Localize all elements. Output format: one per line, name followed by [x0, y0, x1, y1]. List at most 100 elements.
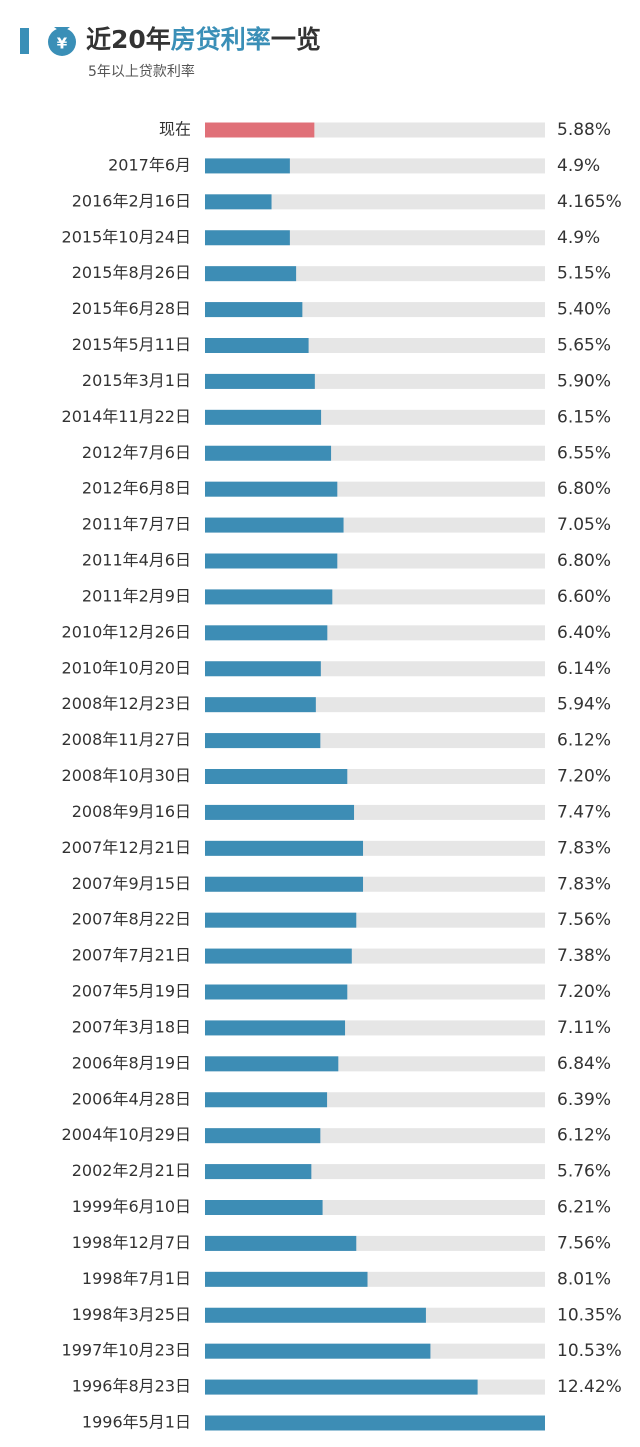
- category-label: 2016年2月16日: [72, 191, 191, 210]
- value-label: 6.39%: [557, 1090, 611, 1110]
- category-label: 2002年2月21日: [72, 1161, 191, 1180]
- bar: [205, 553, 338, 569]
- value-label: 10.35%: [557, 1305, 622, 1325]
- title-segment: 近20年: [86, 25, 171, 54]
- bar-track: [205, 158, 545, 174]
- value-label: 6.60%: [557, 587, 611, 607]
- value-label: 6.80%: [557, 479, 611, 499]
- value-label: 6.84%: [557, 1054, 611, 1074]
- category-label: 2007年8月22日: [72, 910, 191, 929]
- bar: [205, 445, 332, 461]
- category-label: 2011年4月6日: [82, 551, 191, 570]
- category-label: 2015年10月24日: [62, 227, 191, 246]
- category-label: 2017年6月: [108, 155, 191, 174]
- category-label: 2006年4月28日: [72, 1089, 191, 1108]
- bar: [205, 1415, 545, 1431]
- bar: [205, 912, 357, 928]
- category-label: 1999年6月10日: [72, 1197, 191, 1216]
- value-label: 6.12%: [557, 731, 611, 751]
- value-label: 7.20%: [557, 767, 611, 787]
- bar: [205, 1235, 357, 1251]
- bar: [205, 481, 338, 497]
- category-label: 2008年12月23日: [62, 694, 191, 713]
- value-label: 5.76%: [557, 1162, 611, 1182]
- bar: [205, 230, 290, 246]
- bar: [205, 733, 321, 749]
- svg-text:¥: ¥: [57, 35, 68, 53]
- category-label: 2007年3月18日: [72, 1017, 191, 1036]
- value-label: 5.15%: [557, 264, 611, 284]
- bar: [205, 1056, 339, 1072]
- bar-track: [205, 230, 545, 246]
- category-label: 2012年7月6日: [82, 443, 191, 462]
- category-label: 1996年5月1日: [82, 1413, 191, 1432]
- category-label: 2006年8月19日: [72, 1053, 191, 1072]
- category-label: 2007年5月19日: [72, 982, 191, 1001]
- value-label: 5.65%: [557, 336, 611, 356]
- category-label: 1996年8月23日: [72, 1377, 191, 1396]
- bar: [205, 409, 322, 425]
- value-label: 4.165%: [557, 192, 622, 212]
- value-label: 12.42%: [557, 1377, 622, 1397]
- bar: [205, 1128, 321, 1144]
- bar: [205, 661, 321, 677]
- category-label: 2007年7月21日: [72, 946, 191, 965]
- bar: [205, 589, 333, 605]
- category-label: 2015年5月11日: [72, 335, 191, 354]
- chart-subtitle: 5年以上贷款利率: [88, 63, 195, 80]
- bar: [205, 697, 316, 713]
- value-label: 7.05%: [557, 515, 611, 535]
- category-label: 2015年6月28日: [72, 299, 191, 318]
- category-label: 2004年10月29日: [62, 1125, 191, 1144]
- bar: [205, 948, 352, 964]
- chart-title: 近20年房贷利率一览: [86, 25, 321, 54]
- value-label: 7.47%: [557, 802, 611, 822]
- value-label: 6.80%: [557, 551, 611, 571]
- title-accent: [20, 28, 29, 54]
- category-label: 1997年10月23日: [62, 1341, 191, 1360]
- category-label: 2007年9月15日: [72, 874, 191, 893]
- value-label: 6.55%: [557, 443, 611, 463]
- bar: [205, 984, 348, 1000]
- category-label: 2011年7月7日: [82, 515, 191, 534]
- category-label: 2008年11月27日: [62, 730, 191, 749]
- value-label: 10.53%: [557, 1341, 622, 1361]
- value-label: 6.15%: [557, 407, 611, 427]
- bar: [205, 158, 290, 174]
- bar: [205, 625, 328, 641]
- bar: [205, 338, 309, 353]
- value-label: 8.01%: [557, 1269, 611, 1289]
- bar: [205, 302, 303, 318]
- category-label: 2010年12月26日: [62, 622, 191, 641]
- category-label: 2015年3月1日: [82, 371, 191, 390]
- bar: [205, 1200, 323, 1215]
- category-label: 2015年8月26日: [72, 263, 191, 282]
- value-label: 7.11%: [557, 1018, 611, 1038]
- value-label: 7.56%: [557, 1233, 611, 1253]
- bar: [205, 1020, 346, 1036]
- category-label: 2008年9月16日: [72, 802, 191, 821]
- value-label: 7.56%: [557, 910, 611, 930]
- category-label: 2012年6月8日: [82, 479, 191, 498]
- bar: [205, 194, 272, 210]
- title-segment: 一览: [271, 25, 321, 54]
- value-label: 7.20%: [557, 982, 611, 1002]
- value-label: 5.90%: [557, 371, 611, 391]
- bar: [205, 1164, 312, 1180]
- category-label: 2008年10月30日: [62, 766, 191, 785]
- bar: [205, 266, 297, 282]
- title-segment: 房贷利率: [171, 25, 271, 54]
- bar: [205, 122, 315, 138]
- bar: [205, 769, 348, 784]
- value-label: 4.9%: [557, 156, 600, 176]
- bar: [205, 1343, 431, 1359]
- value-label: 6.21%: [557, 1198, 611, 1218]
- value-label: 7.83%: [557, 838, 611, 858]
- value-label: 7.83%: [557, 874, 611, 894]
- value-label: 5.94%: [557, 695, 611, 715]
- category-label: 1998年7月1日: [82, 1269, 191, 1288]
- category-label: 2007年12月21日: [62, 838, 191, 857]
- bar: [205, 840, 364, 856]
- value-label: 7.38%: [557, 946, 611, 966]
